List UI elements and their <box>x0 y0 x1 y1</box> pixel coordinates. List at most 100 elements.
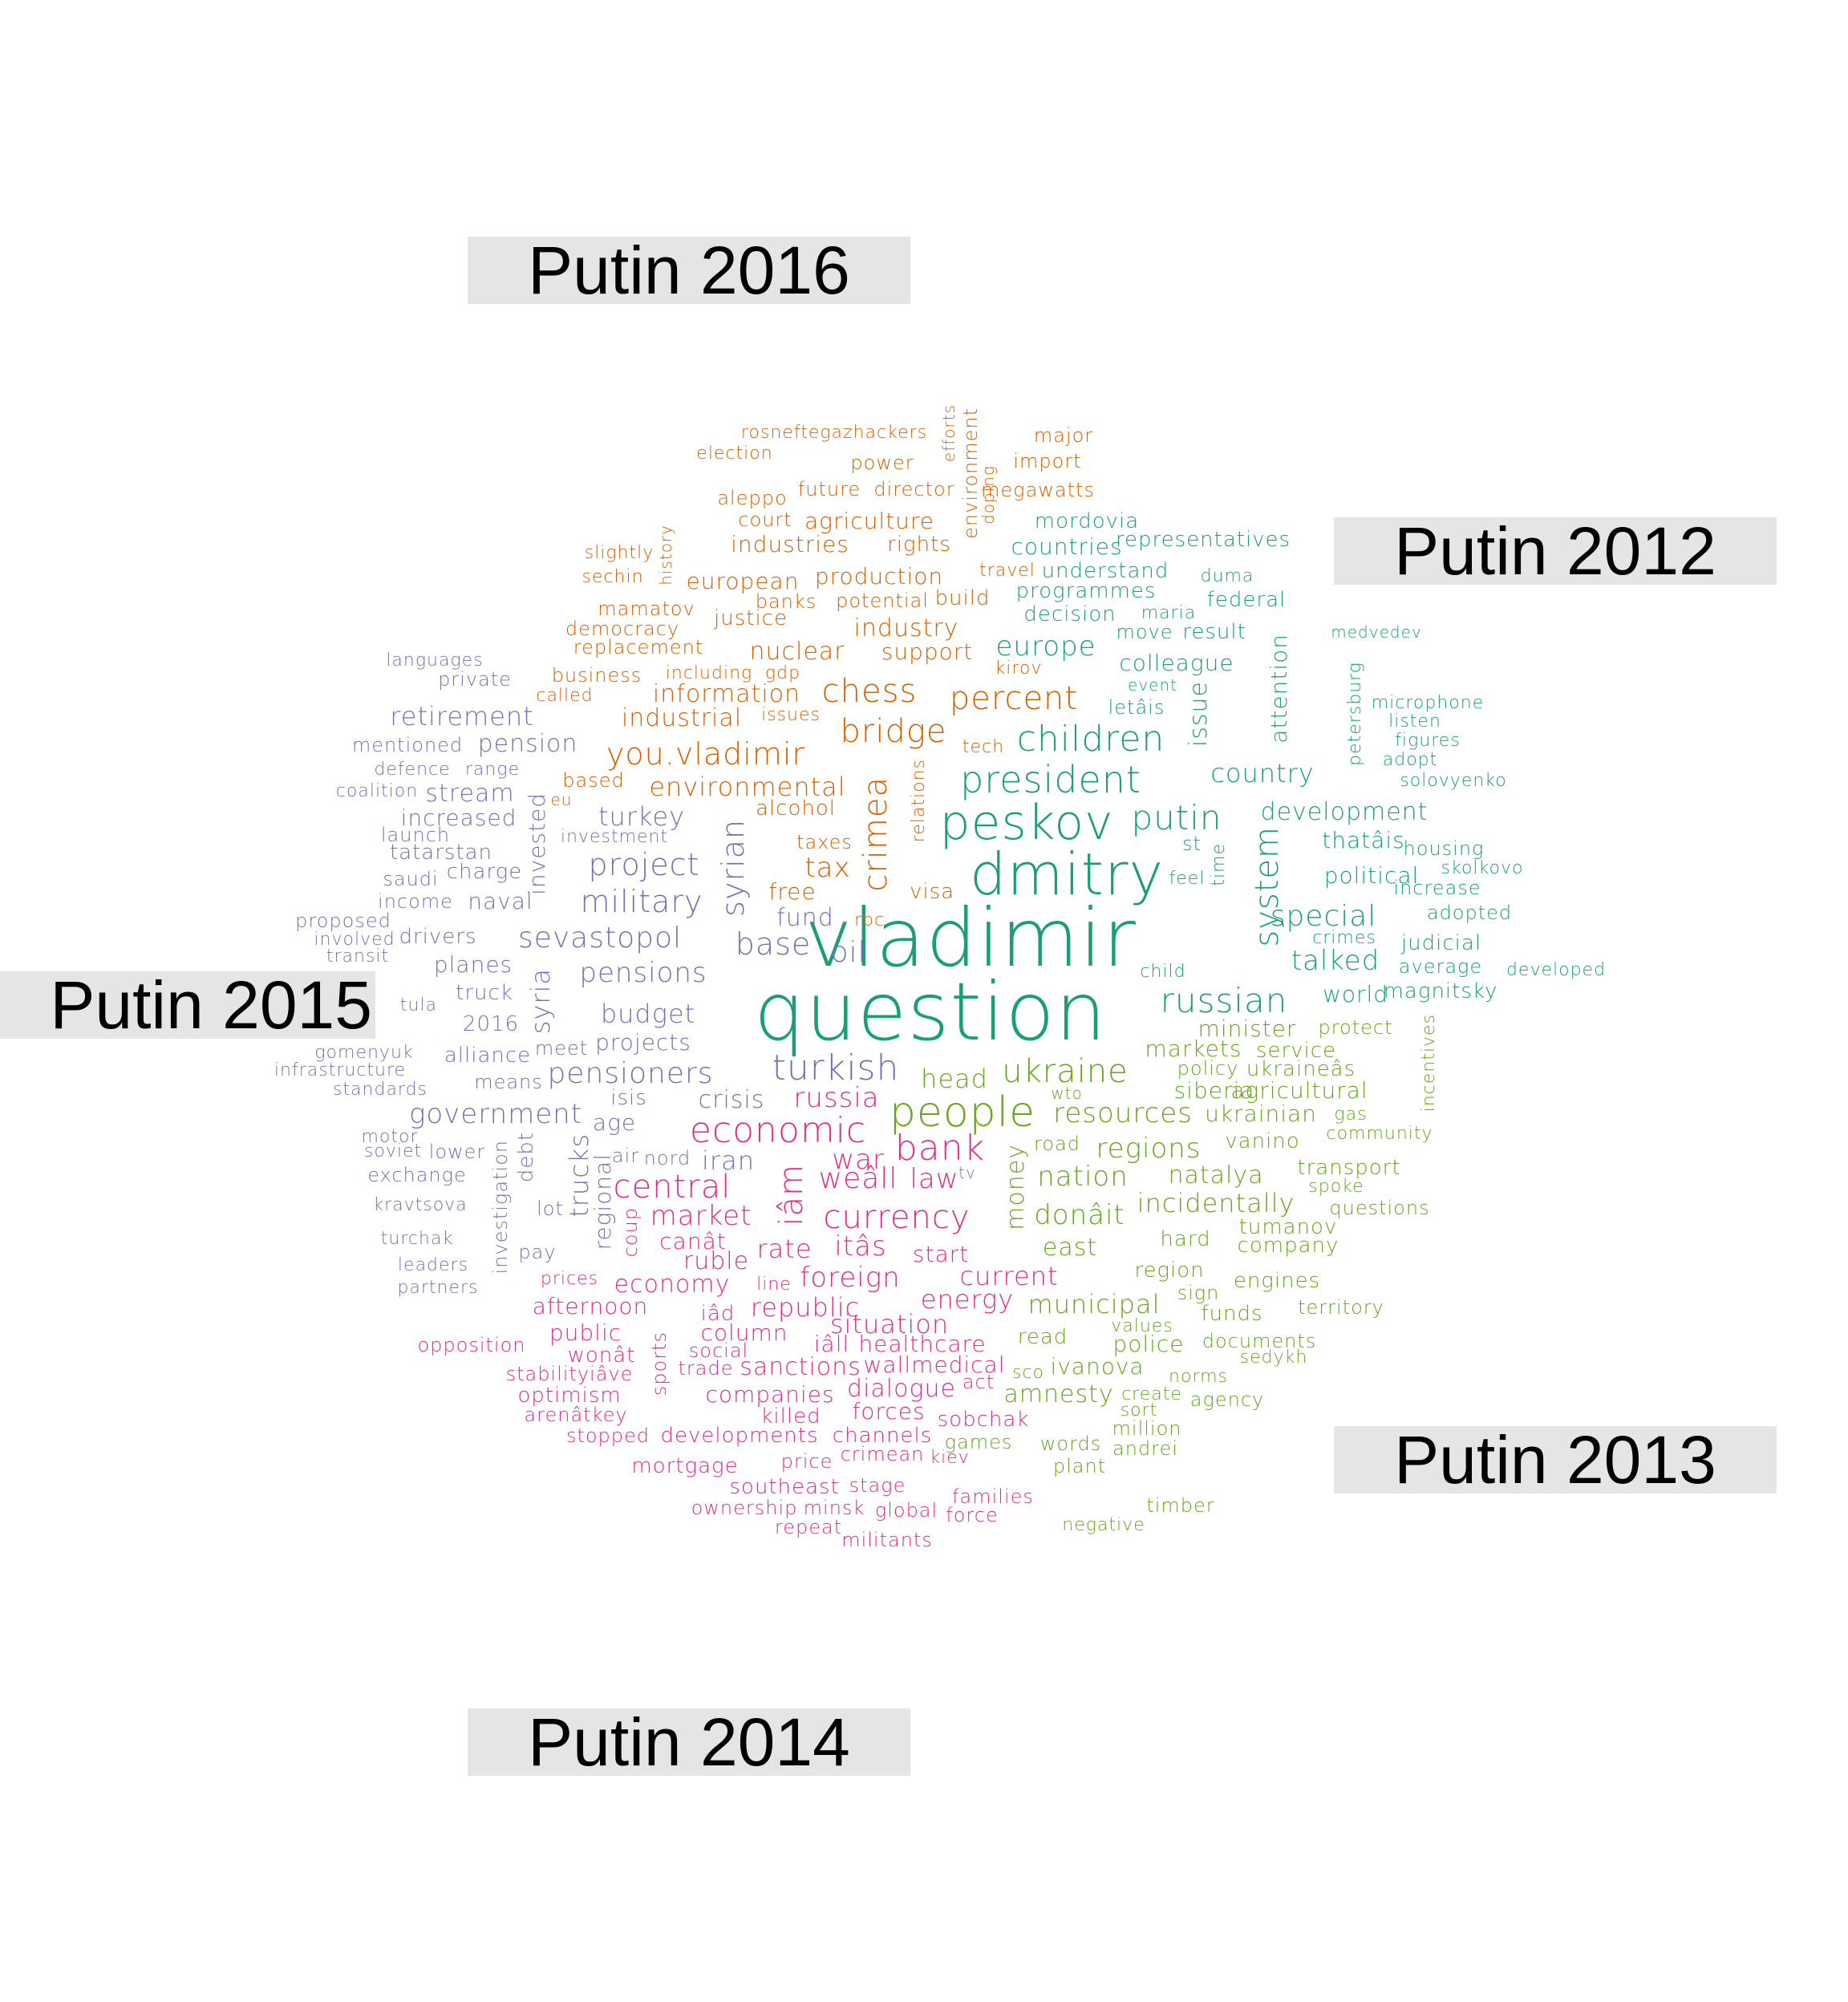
word-putin-2015: standards <box>332 1080 428 1100</box>
word-putin-2014: public <box>549 1319 622 1346</box>
word-putin-2016: build <box>934 586 991 610</box>
word-putin-2016: including <box>665 663 753 683</box>
word-putin-2015: tv <box>958 1163 976 1182</box>
word-putin-2012: adopted <box>1426 902 1513 924</box>
word-putin-2015: leaders <box>397 1255 469 1275</box>
word-putin-2015: means <box>474 1071 543 1093</box>
word-putin-2015: pension <box>477 730 578 758</box>
word-putin-2016: rights <box>887 533 951 557</box>
word-putin-2012: decision <box>1023 602 1116 626</box>
word-putin-2012: president <box>960 758 1141 801</box>
word-putin-2015: involved <box>314 930 395 950</box>
word-putin-2013: andrei <box>1112 1437 1178 1460</box>
word-putin-2013: games <box>944 1431 1013 1453</box>
word-putin-2015: fund <box>776 904 834 932</box>
word-putin-2015: trucks <box>564 1133 594 1218</box>
word-putin-2012: adopt <box>1382 750 1438 770</box>
word-putin-2016: kirov <box>995 659 1043 679</box>
word-putin-2016: percent <box>949 680 1079 717</box>
word-putin-2014: stage <box>849 1474 906 1497</box>
word-putin-2012: country <box>1210 758 1315 788</box>
word-putin-2013: words <box>1040 1433 1102 1455</box>
word-putin-2015: launch <box>380 824 451 846</box>
word-putin-2014: bank <box>894 1128 986 1169</box>
word-putin-2015: syrian <box>715 819 751 917</box>
word-putin-2013: wto <box>1051 1084 1083 1103</box>
word-putin-2013: incidentally <box>1137 1188 1295 1218</box>
word-putin-2013: ukraineâs <box>1246 1057 1356 1081</box>
word-putin-2012: talked <box>1291 945 1380 977</box>
word-putin-2013: nation <box>1037 1161 1129 1193</box>
group-label-putin-2016: Putin 2016 <box>468 237 910 304</box>
word-putin-2015: range <box>464 760 521 780</box>
word-putin-2016: director <box>873 478 955 500</box>
word-putin-2014: war <box>832 1144 885 1176</box>
word-putin-2015: pensions <box>579 957 707 989</box>
word-putin-2012: feel <box>1169 869 1206 889</box>
word-putin-2016: travel <box>979 561 1035 581</box>
word-putin-2013: agricultural <box>1230 1077 1368 1104</box>
word-putin-2014: economic <box>689 1110 867 1151</box>
word-putin-2014: weâll <box>818 1162 898 1195</box>
word-putin-2016: european <box>686 568 800 594</box>
word-putin-2015: truck <box>456 981 513 1005</box>
word-putin-2012: colleague <box>1119 650 1234 676</box>
word-putin-2013: people <box>889 1088 1036 1137</box>
word-putin-2012: judicial <box>1400 931 1482 955</box>
word-putin-2016: banks <box>755 590 817 613</box>
word-putin-2013: engines <box>1233 1269 1321 1293</box>
word-putin-2014: line <box>756 1275 792 1295</box>
word-putin-2013: hard <box>1160 1227 1211 1251</box>
word-putin-2015: income <box>378 890 453 913</box>
word-putin-2015: pay <box>518 1241 557 1263</box>
word-putin-2014: repeat <box>774 1516 843 1538</box>
word-putin-2014: sobchak <box>937 1408 1030 1432</box>
word-putin-2013: tumanov <box>1238 1215 1338 1239</box>
word-putin-2012: duma <box>1200 566 1254 586</box>
word-putin-2013: negative <box>1062 1515 1145 1535</box>
word-putin-2014: crimean <box>840 1443 925 1465</box>
word-putin-2015: private <box>438 668 512 691</box>
word-putin-2016: environment <box>959 407 982 539</box>
word-putin-2012: russian <box>1160 981 1288 1020</box>
word-putin-2014: iâm <box>773 1164 810 1226</box>
word-putin-2015: soviet <box>363 1141 423 1161</box>
word-putin-2015: saudi <box>383 868 439 890</box>
word-putin-2013: ukrainian <box>1205 1100 1317 1127</box>
word-putin-2014: forces <box>852 1398 926 1424</box>
group-label-putin-2012: Putin 2012 <box>1334 517 1777 585</box>
word-putin-2015: turkey <box>598 801 685 832</box>
word-putin-2012: understand <box>1041 559 1169 583</box>
word-putin-2013: service <box>1255 1039 1337 1063</box>
word-putin-2015: sevastopol <box>517 922 683 954</box>
word-putin-2012: event <box>1128 675 1177 695</box>
word-putin-2016: democracy <box>565 618 680 640</box>
word-putin-2016: sechin <box>582 567 644 587</box>
word-putin-2012: children <box>1016 719 1165 760</box>
word-putin-2015: crisis <box>698 1086 765 1114</box>
word-putin-2015: oil <box>830 936 867 969</box>
word-putin-2015: projects <box>595 1029 691 1056</box>
word-putin-2013: read <box>1017 1325 1068 1349</box>
word-putin-2015: planes <box>433 951 513 978</box>
word-putin-2016: agriculture <box>804 508 935 534</box>
word-putin-2012: developed <box>1506 960 1607 980</box>
word-putin-2012: crimes <box>1312 928 1376 948</box>
word-putin-2015: turkish <box>772 1048 900 1088</box>
word-putin-2013: money <box>1002 1144 1030 1230</box>
word-putin-2015: charge <box>446 860 523 884</box>
word-putin-2012: development <box>1260 798 1429 826</box>
word-putin-2016: tax <box>804 852 851 884</box>
word-putin-2014: global <box>874 1499 938 1522</box>
word-putin-2015: invested <box>524 792 550 895</box>
word-putin-2012: st <box>1182 833 1202 855</box>
word-putin-2014: column <box>700 1319 788 1346</box>
word-putin-2013: gas <box>1334 1104 1368 1125</box>
word-putin-2015: motor <box>361 1127 419 1147</box>
word-putin-2012: figures <box>1395 731 1461 751</box>
word-putin-2013: million <box>1112 1417 1182 1440</box>
word-putin-2012: medvedev <box>1331 622 1422 642</box>
word-putin-2015: budget <box>600 999 696 1029</box>
word-putin-2013: region <box>1134 1258 1205 1283</box>
word-putin-2014: russia <box>793 1082 880 1114</box>
